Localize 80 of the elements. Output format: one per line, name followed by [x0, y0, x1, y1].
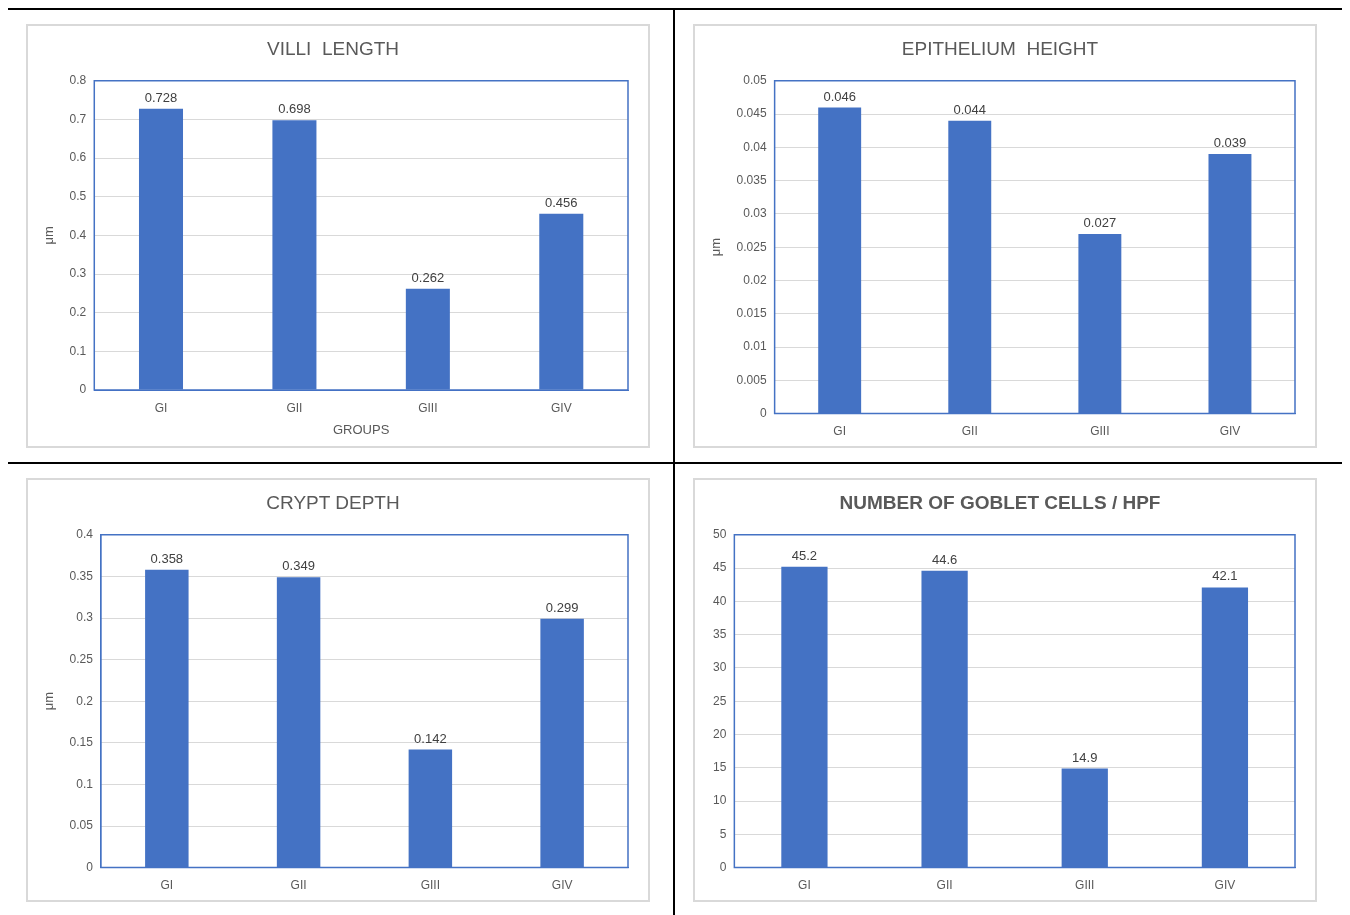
y-tick-label: 0.1	[69, 343, 87, 358]
y-axis-title: μm	[708, 238, 724, 257]
data-label: 0.039	[1213, 135, 1247, 151]
y-tick-label: 0.2	[76, 693, 94, 708]
y-tick-label: 0.025	[736, 239, 767, 254]
y-tick-label: 0.02	[743, 272, 767, 287]
y-tick-label: 50	[712, 527, 727, 542]
y-tick-label: 0	[86, 859, 94, 874]
data-label: 0.299	[545, 599, 579, 615]
y-tick-label: 0.15	[69, 735, 94, 750]
y-axis-title: μm	[41, 226, 57, 245]
data-label: 0.046	[823, 88, 856, 104]
x-tick-label: GIV	[1219, 424, 1241, 439]
y-tick-label: 15	[712, 760, 727, 775]
y-tick-label: 0.6	[69, 150, 87, 165]
x-tick-label: GI	[154, 400, 168, 415]
chart-title: VILLI LENGTH	[267, 37, 399, 59]
chart-title: CRYPT DEPTH	[266, 491, 400, 513]
y-tick-label: 0	[719, 859, 727, 874]
y-tick-label: 0.2	[69, 305, 87, 320]
chart-title: NUMBER OF GOBLET CELLS / HPF	[839, 491, 1161, 513]
y-tick-label: 0.8	[69, 73, 87, 88]
y-tick-label: 0.015	[736, 306, 767, 321]
y-tick-label: 0.035	[736, 172, 767, 187]
y-tick-label: 0.005	[736, 372, 767, 387]
x-tick-label: GII	[961, 424, 978, 439]
x-tick-label: GII	[936, 878, 953, 893]
y-tick-label: 25	[712, 693, 727, 708]
y-tick-label: 0.35	[69, 568, 94, 583]
y-tick-label: 0	[759, 405, 767, 420]
x-tick-label: GII	[286, 400, 303, 415]
y-tick-label: 0.03	[743, 206, 767, 221]
y-tick-label: 0.05	[69, 818, 94, 833]
y-tick-label: 20	[712, 726, 727, 741]
y-tick-label: 0.3	[69, 266, 87, 281]
data-label: 0.262	[411, 269, 445, 285]
x-tick-label: GI	[833, 424, 847, 439]
x-tick-label: GI	[798, 878, 811, 893]
data-label: 0.142	[414, 730, 447, 746]
data-label: 14.9	[1072, 749, 1098, 765]
y-tick-label: 0.01	[743, 339, 767, 354]
x-tick-label: GIII	[1075, 878, 1095, 893]
data-label: 42.1	[1212, 568, 1238, 584]
y-tick-label: 0.3	[76, 610, 94, 625]
x-axis-title: GROUPS	[332, 421, 390, 437]
x-tick-label: GII	[290, 878, 307, 893]
data-label: 0.044	[953, 101, 987, 117]
data-label: 0.027	[1083, 214, 1117, 230]
y-tick-label: 0.25	[69, 651, 94, 666]
y-tick-label: 0.4	[69, 227, 87, 242]
y-tick-label: 0.1	[76, 776, 94, 791]
y-tick-label: 0.7	[69, 111, 87, 126]
data-label: 44.6	[931, 551, 958, 567]
y-tick-label: 0.4	[76, 527, 94, 542]
x-tick-label: GIII	[420, 878, 441, 893]
chart-title: EPITHELIUM HEIGHT	[901, 37, 1099, 59]
y-tick-label: 35	[712, 626, 727, 641]
x-tick-label: GIV	[551, 878, 573, 893]
data-label: 0.728	[144, 89, 178, 105]
y-tick-label: 0.5	[69, 189, 87, 204]
y-tick-label: 0.04	[743, 139, 767, 154]
x-tick-label: GI	[160, 878, 174, 893]
x-tick-label: GIII	[1090, 424, 1110, 439]
y-tick-label: 0.045	[736, 106, 767, 121]
x-tick-label: GIV	[550, 400, 572, 415]
y-tick-label: 45	[712, 560, 727, 575]
data-label: 0.698	[278, 101, 311, 117]
y-tick-label: 5	[719, 826, 727, 841]
y-tick-label: 0	[79, 382, 87, 397]
data-label: 0.358	[150, 550, 184, 566]
y-tick-label: 10	[712, 793, 727, 808]
data-label: 0.456	[545, 194, 578, 210]
y-axis-title: μm	[41, 692, 57, 711]
y-tick-label: 0.05	[743, 73, 767, 88]
x-tick-label: GIII	[418, 400, 438, 415]
data-label: 45.2	[791, 547, 818, 563]
y-tick-label: 30	[712, 660, 727, 675]
x-tick-label: GIV	[1214, 878, 1236, 893]
data-label: 0.349	[282, 558, 315, 574]
y-tick-label: 40	[712, 593, 727, 608]
